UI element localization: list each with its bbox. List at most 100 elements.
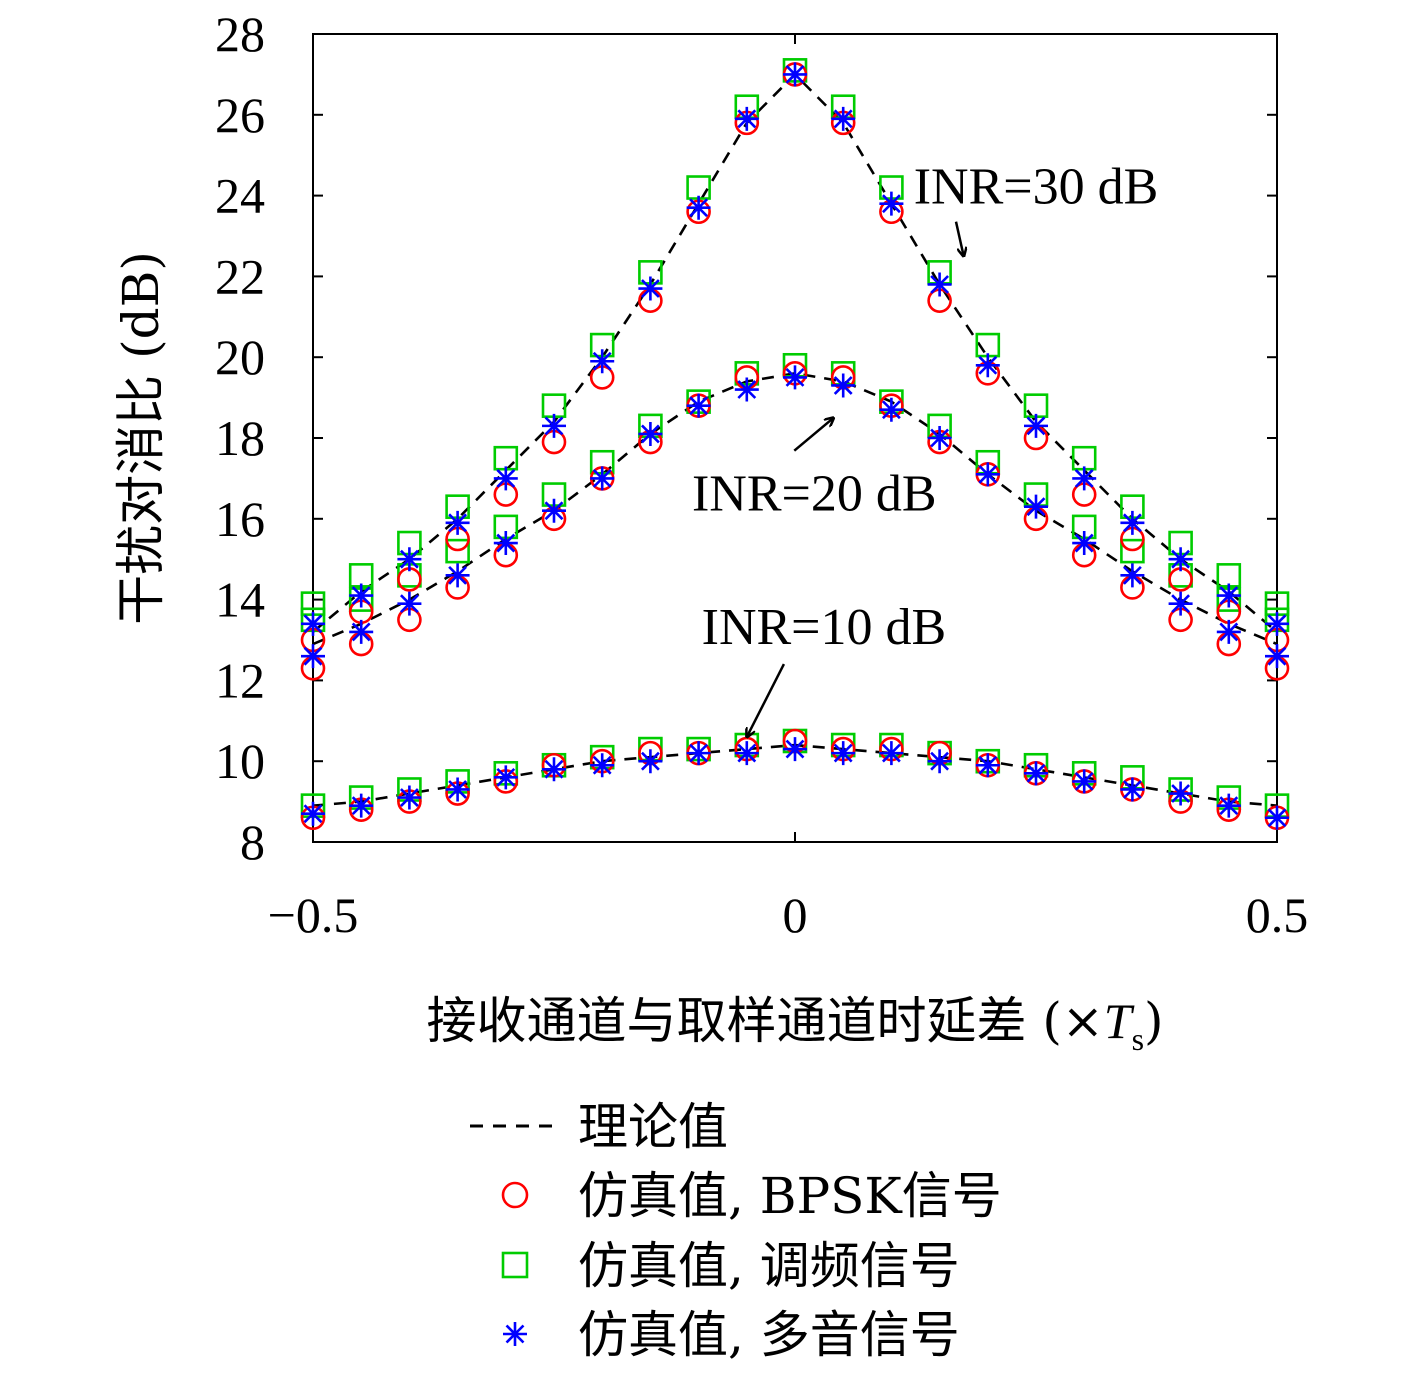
marker-asterisk — [1168, 591, 1193, 616]
marker-asterisk — [1120, 777, 1145, 802]
marker-asterisk — [975, 462, 1000, 487]
annotation-arrow — [747, 663, 786, 737]
marker-asterisk — [879, 397, 904, 422]
x-tick-label: 0 — [783, 887, 808, 943]
marker-asterisk — [1072, 769, 1097, 794]
y-tick-label: 18 — [215, 410, 265, 466]
legend-entry-label: 仿真值, 调频信号 — [578, 1237, 960, 1295]
marker-asterisk — [831, 373, 856, 398]
marker-asterisk — [542, 757, 566, 782]
y-axis-label: 干扰对消比 (dB) — [112, 251, 170, 625]
marker-asterisk — [783, 737, 807, 762]
x-axis-label-close: ) — [1144, 992, 1164, 1050]
marker-asterisk — [301, 611, 325, 636]
marker-asterisk — [734, 377, 759, 402]
y-tick-label: 24 — [215, 168, 265, 224]
marker-asterisk — [1216, 619, 1241, 644]
legend-entry-label: 仿真值, 多音信号 — [578, 1306, 960, 1364]
marker-asterisk — [493, 765, 518, 790]
marker-asterisk — [542, 413, 566, 438]
marker-asterisk — [686, 393, 711, 418]
marker-asterisk — [397, 591, 422, 616]
marker-square — [501, 1251, 529, 1279]
marker-asterisk — [638, 276, 663, 301]
marker-asterisk — [1024, 413, 1048, 438]
plot-frame — [312, 33, 1278, 843]
x-tick-label: −0.5 — [268, 887, 359, 943]
annotation-label: INR=20 dB — [692, 466, 937, 523]
marker-asterisk — [1265, 805, 1289, 830]
y-tick-label: 14 — [215, 572, 265, 628]
marker-asterisk — [831, 741, 856, 766]
marker-asterisk — [1120, 510, 1145, 535]
marker-asterisk — [927, 272, 952, 297]
marker-square — [445, 538, 470, 564]
marker-asterisk — [927, 426, 952, 450]
marker-asterisk — [831, 106, 856, 131]
theory-line — [312, 372, 1278, 646]
y-tick-label: 20 — [215, 329, 265, 385]
marker-square — [1120, 538, 1145, 564]
marker-asterisk — [301, 644, 325, 669]
marker-asterisk — [445, 563, 470, 588]
marker-asterisk — [542, 498, 566, 523]
x-axis-label: 接收通道与取样通道时延差 (×Ts) — [426, 992, 1163, 1057]
marker-asterisk — [445, 510, 470, 535]
marker-asterisk — [879, 191, 904, 216]
annotation-arrow — [793, 418, 833, 452]
marker-asterisk — [1072, 466, 1097, 491]
annotation-arrow — [954, 221, 964, 257]
y-tick-label: 8 — [240, 814, 265, 870]
annotation-label: INR=30 dB — [914, 159, 1159, 216]
x-axis-label-main: 接收通道与取样通道时延差 (× — [426, 992, 1103, 1050]
marker-asterisk — [1265, 611, 1289, 636]
marker-asterisk — [638, 749, 663, 774]
y-tick-label: 22 — [215, 248, 265, 304]
marker-circle — [501, 1181, 529, 1209]
marker-asterisk — [734, 106, 759, 131]
annotation-label: INR=10 dB — [702, 599, 947, 656]
y-tick-label: 10 — [215, 733, 265, 789]
marker-asterisk — [927, 749, 952, 774]
y-tick-label: 12 — [215, 652, 265, 708]
legend-entry-label: 理论值 — [578, 1098, 728, 1156]
marker-asterisk — [1216, 793, 1241, 818]
annotations: INR=30 dB INR=20 dB INR=10 dB — [692, 159, 1158, 737]
marker-asterisk — [590, 349, 615, 374]
marker-asterisk — [1120, 563, 1145, 588]
x-tick-label: 0.5 — [1246, 887, 1309, 943]
x-axis-label-unit-sub: s — [1132, 1021, 1144, 1057]
marker-asterisk — [686, 195, 711, 220]
marker-asterisk — [590, 466, 615, 491]
marker-asterisk — [1168, 547, 1193, 572]
marker-asterisk — [1216, 583, 1241, 608]
marker-asterisk — [783, 365, 807, 390]
marker-asterisk — [975, 353, 1000, 378]
marker-asterisk — [638, 421, 663, 446]
marker-asterisk — [879, 741, 904, 766]
axis-ticks: 8 10 12 14 16 18 20 22 24 26 28 −0.5 0 0.5 — [215, 6, 1308, 943]
marker-asterisk — [975, 753, 1000, 778]
marker-asterisk — [1265, 644, 1289, 669]
x-axis-label-unit: T — [1104, 993, 1135, 1049]
marker-asterisk — [1024, 494, 1048, 519]
marker-asterisk — [445, 777, 470, 802]
marker-asterisk — [397, 785, 422, 810]
marker-asterisk — [1168, 781, 1193, 806]
y-tick-label: 26 — [215, 87, 265, 143]
marker-asterisk — [1072, 531, 1097, 556]
marker-asterisk — [349, 793, 374, 818]
marker-asterisk — [503, 1322, 527, 1346]
marker-asterisk — [493, 466, 518, 491]
legend-entry-label: 仿真值, BPSK信号 — [578, 1167, 1002, 1225]
marker-asterisk — [590, 753, 615, 778]
marker-asterisk — [1024, 761, 1048, 786]
marker-asterisk — [734, 741, 759, 766]
marker-asterisk — [397, 547, 422, 572]
marker-asterisk — [493, 531, 518, 556]
y-tick-label: 16 — [215, 491, 265, 547]
marker-asterisk — [349, 583, 374, 608]
simulation-markers — [300, 58, 1290, 831]
y-tick-label: 28 — [215, 6, 265, 62]
